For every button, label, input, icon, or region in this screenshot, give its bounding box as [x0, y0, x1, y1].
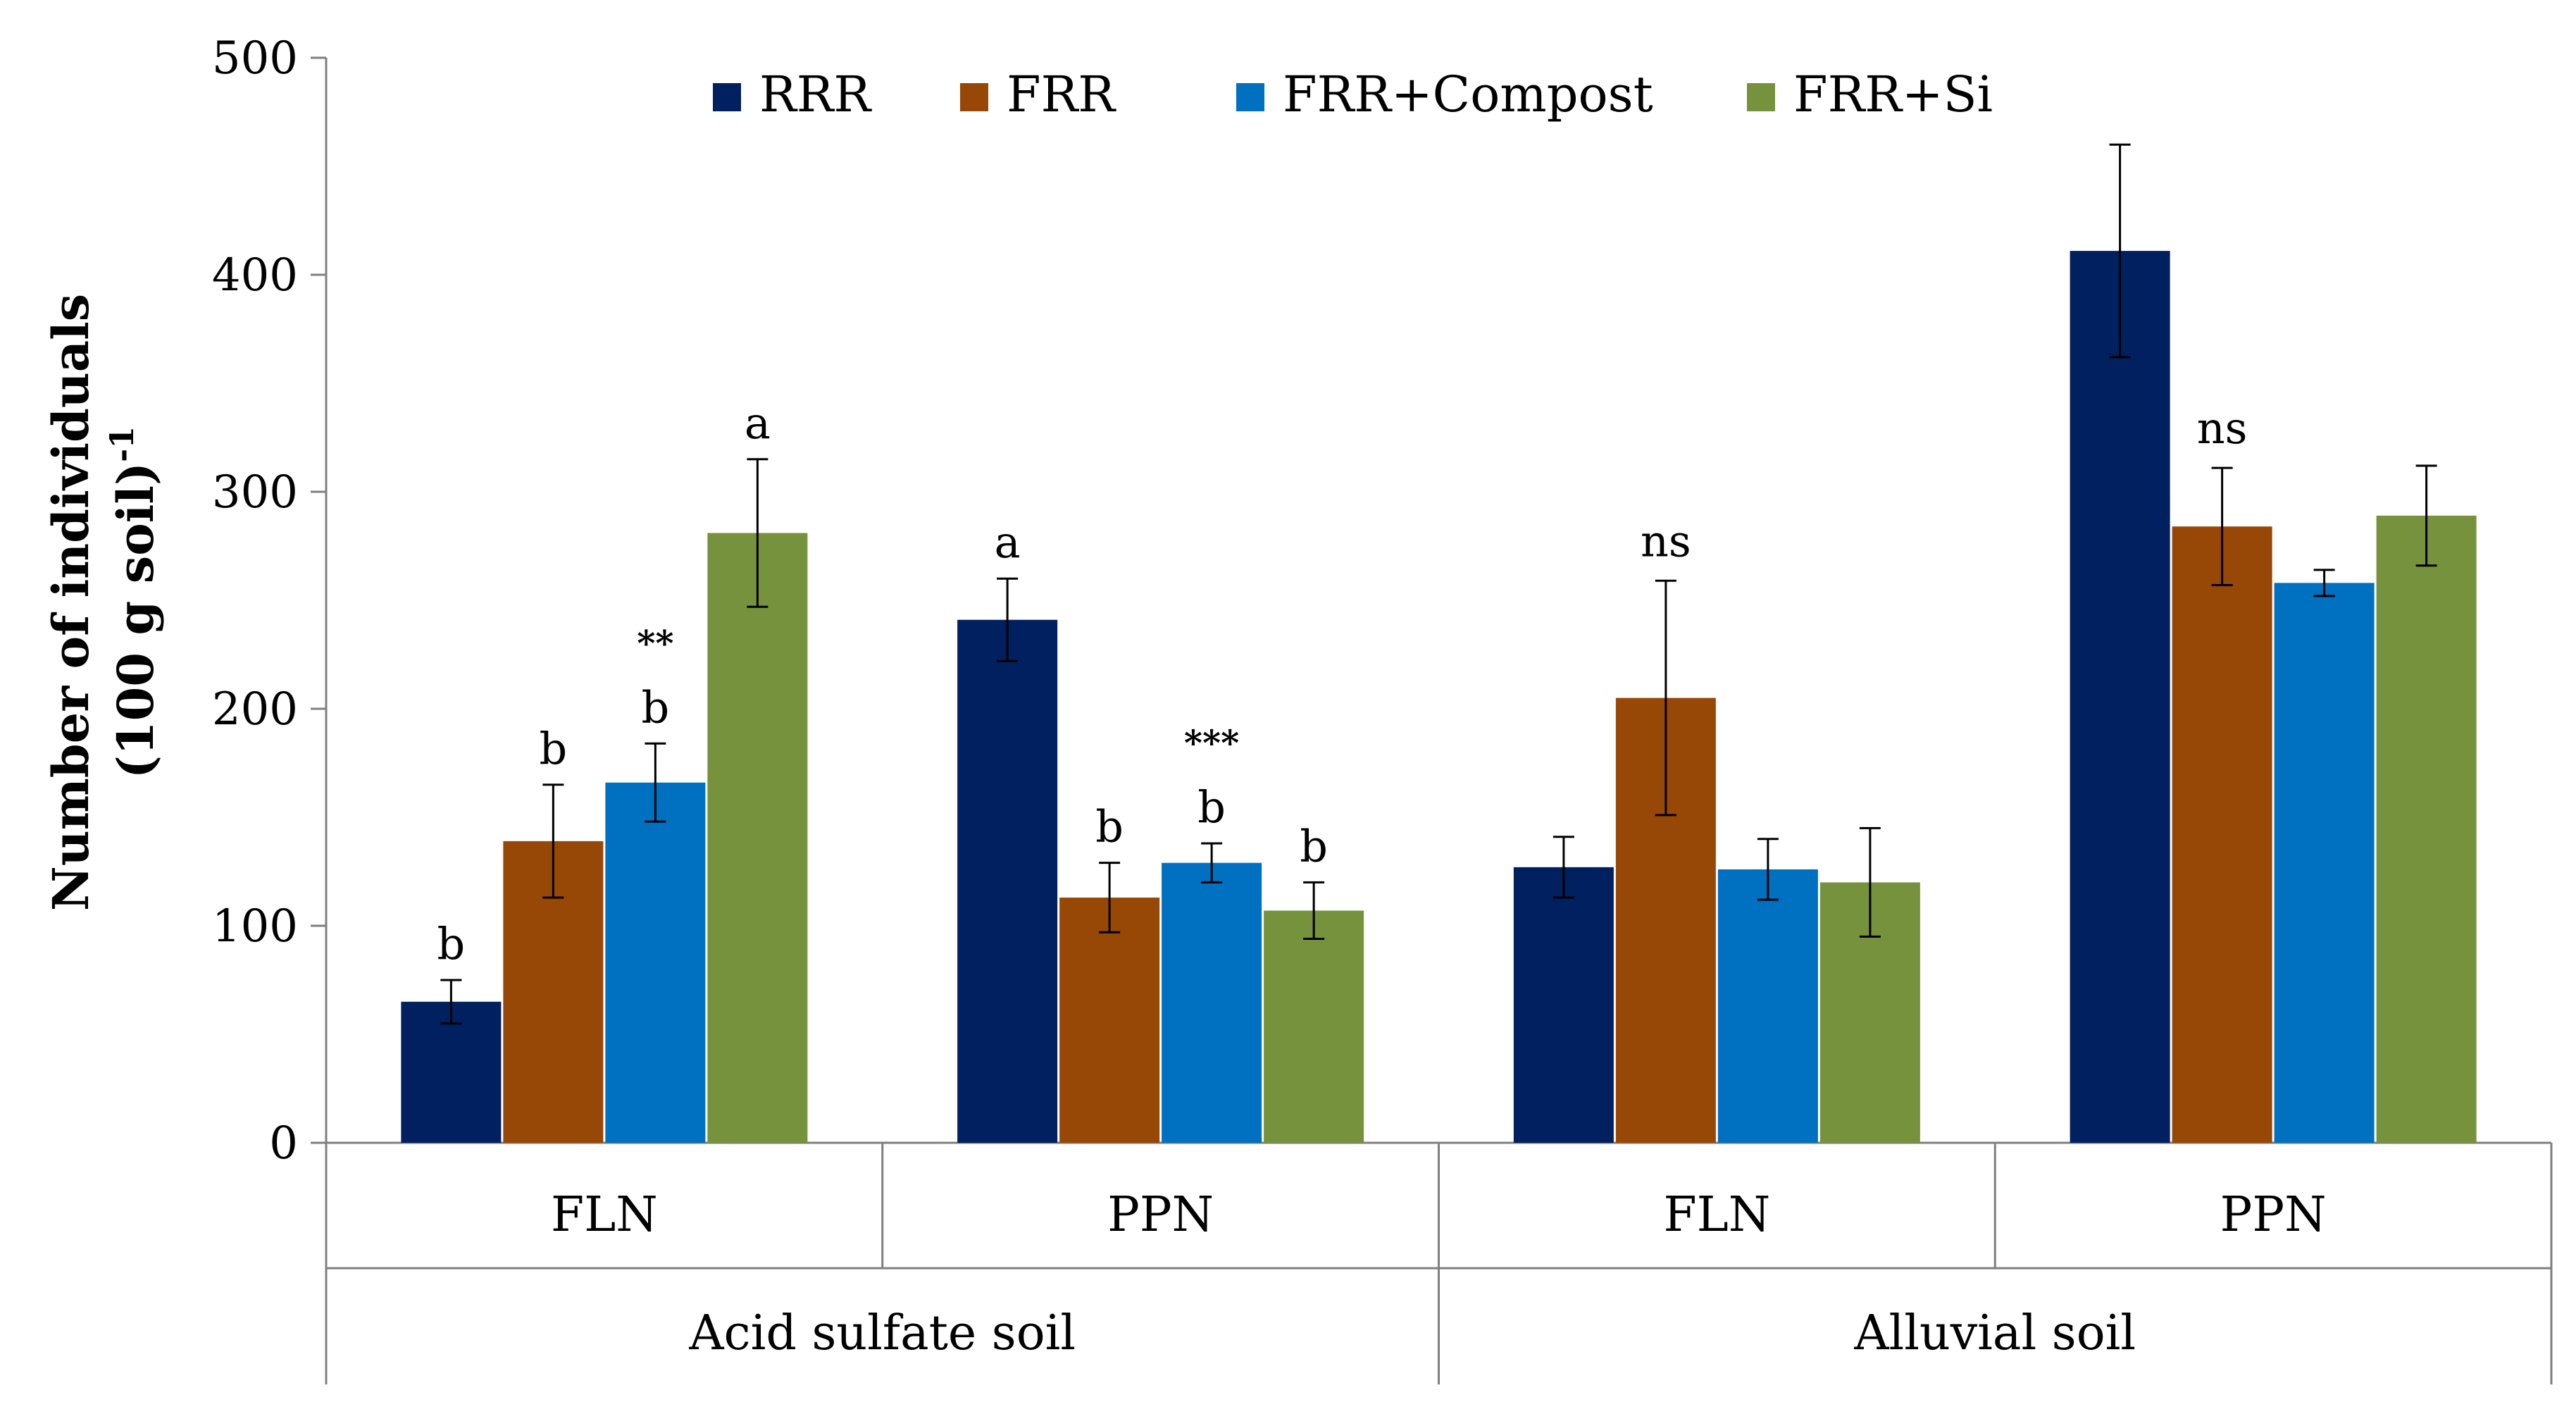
legend-label: FRR+Compost [1283, 66, 1653, 123]
bar-frr-si [1264, 910, 1364, 1143]
significance-marker: ns [2197, 402, 2248, 454]
bar-frr-compost [2274, 583, 2375, 1143]
bar-rrr [401, 1001, 502, 1143]
x-category-label: PPN [2220, 1187, 2327, 1243]
bar-frr-compost [605, 782, 706, 1143]
y-tick-label: 0 [269, 1117, 298, 1170]
y-tick-label: 400 [212, 249, 298, 302]
legend-label: FRR+Si [1793, 66, 1993, 123]
bars [401, 143, 2477, 1143]
significance-letter: b [540, 723, 568, 774]
x-category-label: FLN [551, 1187, 658, 1243]
y-axis-label-line2: (100 g soil)-1 [103, 426, 165, 779]
x-category-label: PPN [1107, 1187, 1214, 1243]
significance-marker: ns [1641, 515, 1691, 566]
legend: RRR FRR FRR+Compost FRR+Si [713, 66, 1993, 123]
y-tick-label: 100 [212, 900, 298, 953]
bar-frr [1059, 897, 1160, 1143]
significance-marker: ** [637, 622, 673, 664]
bar-frr-compost [1162, 862, 1262, 1143]
bar-frr-compost [1717, 869, 1818, 1143]
bar-rrr [2070, 251, 2170, 1143]
significance-letter: b [1300, 820, 1328, 872]
y-axis-label-line1: Number of individuals [42, 294, 100, 911]
bar-rrr [957, 619, 1058, 1143]
bar-frr-si [707, 533, 808, 1143]
legend-swatch [960, 83, 988, 111]
significance-letter: b [1095, 801, 1124, 853]
bar-frr [2172, 526, 2272, 1143]
legend-swatch [713, 83, 741, 111]
x-group-label: Alluvial soil [1853, 1306, 2136, 1361]
legend-swatch [1747, 83, 1775, 111]
y-axis-label: Number of individuals (100 g soil)-1 [42, 294, 165, 911]
y-tick-label: 500 [212, 32, 298, 85]
significance-letter: a [745, 397, 771, 449]
y-tick-label: 300 [212, 466, 298, 519]
significance-letter: b [642, 681, 670, 733]
significance-letter: a [995, 516, 1021, 568]
legend-swatch [1236, 83, 1264, 111]
significance-letter: b [1197, 781, 1226, 833]
significance-marker: *** [1184, 722, 1239, 764]
bar-rrr [1513, 867, 1614, 1143]
legend-label: FRR [1007, 66, 1116, 123]
y-tick-label: 200 [212, 683, 298, 736]
axes: 0 100 200 300 400 500 FLN PPN FLN PPN Acid sulfate… [212, 32, 2553, 1384]
x-group-label: Acid sulfate soil [688, 1306, 1076, 1361]
legend-label: RRR [759, 66, 872, 123]
x-category-label: FLN [1663, 1187, 1770, 1243]
significance-letter: b [437, 918, 466, 969]
bar-frr-si [2376, 515, 2477, 1143]
